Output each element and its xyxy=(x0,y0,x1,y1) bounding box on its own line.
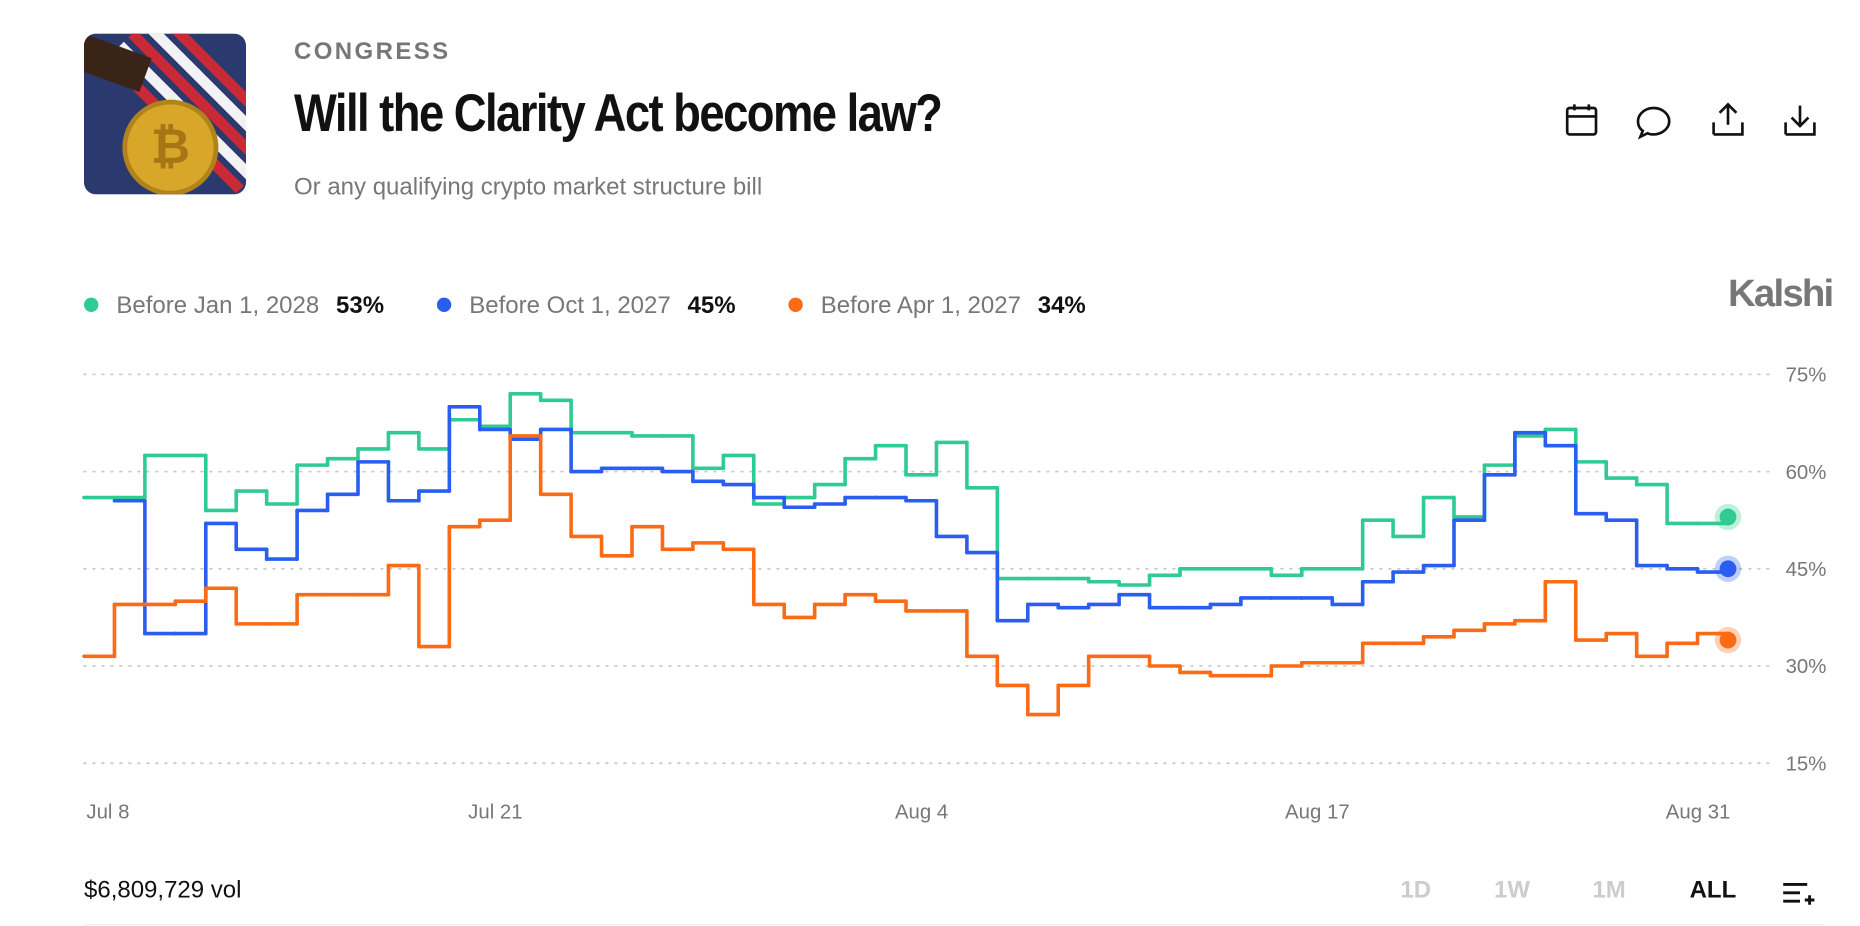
legend-value: 53% xyxy=(336,292,384,319)
legend-label: Before Oct 1, 2027 xyxy=(469,292,670,319)
brand: Kalshi xyxy=(1727,271,1834,315)
range-button[interactable]: 1D xyxy=(1400,877,1432,904)
y-tick-label: 30% xyxy=(1786,656,1827,678)
legend-item: Before Oct 1, 2027 45% xyxy=(436,292,736,319)
legend-label: Before Jan 1, 2028 xyxy=(116,292,319,319)
x-tick-label: Jul 8 xyxy=(86,801,129,823)
legend-dot xyxy=(84,297,99,312)
legend-value: 45% xyxy=(688,292,736,319)
y-tick-label: 75% xyxy=(1786,365,1827,387)
series-line xyxy=(82,434,1742,717)
y-tick-label: 45% xyxy=(1786,559,1827,581)
svg-text:₿: ₿ xyxy=(151,121,190,174)
end-dot xyxy=(1719,560,1737,578)
end-dot xyxy=(1719,631,1737,649)
x-tick-label: Aug 31 xyxy=(1666,801,1731,823)
calendar-icon[interactable] xyxy=(1565,104,1598,136)
end-dot xyxy=(1719,508,1737,526)
legend-label: Before Apr 1, 2027 xyxy=(821,292,1021,319)
chart: 15% 30% 45% 60% 75% Jul 8 Jul 21 Aug 4 Aug 17 Aug… xyxy=(82,292,1827,823)
series-line xyxy=(112,405,1742,636)
legend-item: Before Apr 1, 2027 34% xyxy=(788,292,1086,319)
legend-dot xyxy=(788,297,803,312)
range-button[interactable]: ALL xyxy=(1689,877,1737,904)
series-line xyxy=(82,392,1742,587)
subtitle: Or any qualifying crypto market structur… xyxy=(294,174,763,201)
range-button[interactable]: 1W xyxy=(1494,877,1530,904)
x-tick-label: Aug 17 xyxy=(1285,801,1350,823)
category: CONGRESS xyxy=(294,38,451,65)
legend-item: Before Jan 1, 2028 53% xyxy=(84,292,384,319)
divider xyxy=(84,924,1825,926)
y-tick-label: 15% xyxy=(1786,753,1827,775)
volume: $6,809,729 vol xyxy=(84,877,242,904)
market-image: ₿ xyxy=(84,33,247,195)
title: Will the Clarity Act become law? xyxy=(294,84,943,143)
share-icon[interactable] xyxy=(1712,102,1744,136)
toolbar xyxy=(1565,102,1816,140)
legend-dot xyxy=(436,297,452,312)
download-icon[interactable] xyxy=(1784,105,1816,136)
y-tick-label: 60% xyxy=(1786,462,1827,484)
menu-icon[interactable] xyxy=(1781,880,1819,906)
comment-icon[interactable] xyxy=(1636,106,1671,140)
range-button[interactable]: 1M xyxy=(1592,877,1626,904)
legend-value: 34% xyxy=(1038,292,1086,319)
x-tick-label: Aug 4 xyxy=(895,801,948,823)
x-tick-label: Jul 21 xyxy=(468,801,522,823)
